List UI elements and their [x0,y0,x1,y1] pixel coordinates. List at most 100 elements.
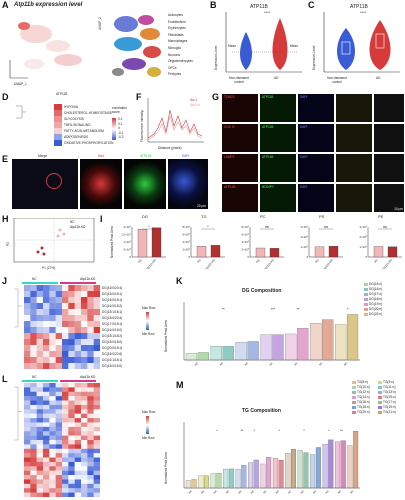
legend-item: OPCs [168,65,177,70]
legend-item: TG(12:n) [352,390,378,395]
heat-cell [55,466,63,471]
heat-cell [36,327,44,334]
heat-cell [36,448,44,454]
significance: * [148,225,150,229]
heat-cell [30,303,37,310]
panel-k: K DG Composition Normalized Peak Area NC… [162,276,405,372]
heat-cell [62,426,69,432]
group-label: NC [225,489,231,495]
heat-cell [43,345,50,352]
legend-label: TG(14:n) [357,395,370,399]
heat-cell [87,435,94,441]
heat-cell [68,333,75,340]
heat-cell [62,435,69,441]
iba1-image [80,159,122,209]
tick-label: 3×10⁵ [301,225,308,229]
group-label: NC [255,258,261,264]
scale-tick: 0.1 [118,121,123,126]
column-label: Iba1 [98,154,105,158]
heat-cell [43,470,50,476]
heat-cell [43,418,50,423]
group-bar [60,282,96,284]
panel-title: Atp11b expression level [14,2,83,8]
significance: * [279,429,281,433]
legend-swatch [378,401,382,404]
heat-cell [49,483,56,489]
heat-cell [93,309,100,316]
legend-item: Macrophages [168,39,188,44]
group-bar [22,380,58,382]
heat-cell [24,363,31,369]
legend-swatch [352,406,356,409]
tick-label: 0 [188,255,190,259]
group-label: NC [32,277,37,281]
tick-label: 8×10⁵ [242,225,249,229]
heat-cell [43,351,50,358]
heat-cell [55,431,63,436]
legend-label: DG(16:n) [369,282,383,286]
heat-cell [87,400,94,406]
bar [266,457,272,489]
heat-cell [68,297,75,304]
heat-cell [36,418,44,423]
channel-label: DAPI [300,125,308,129]
group-label: NC [237,489,243,495]
panel-e: E Merge Iba1 ATP11B DAPI 20 μm [0,154,210,212]
legend-item: TG(18:n) [352,405,378,410]
heat-cell [24,422,31,428]
bar [353,431,359,489]
heat-cell [24,357,31,364]
heat-cell [36,333,44,340]
heat-cell [55,291,63,298]
panel-l: L NC Atp11b-KD Max Row Min Row [0,374,160,500]
legend-min: Min Row [142,436,155,440]
heat-cell [43,297,50,304]
heat-cell [55,422,63,428]
heat-cell [74,479,82,485]
heat-cell [43,488,50,493]
heat-cell [30,488,37,493]
heat-cell [55,461,63,467]
heat-cell [74,488,82,493]
legend-item: DG(16:n) [364,282,382,287]
color-scale [112,118,116,140]
heat-cell [36,387,44,392]
bar-chart: 0 2×10⁵ 4×10⁵ 6×10⁵ 8×10⁵ ns NC Atp11b-KD [242,225,284,269]
heat-cell [49,413,56,419]
y-axis-label: Normalized Peak Area [164,452,168,484]
row-label: DG(18:0/18:0) [102,340,123,344]
group-label: NC [299,489,305,495]
heat-cell [87,418,94,423]
legend-item: DG(16:n) [364,287,382,292]
heat-cell [24,413,31,419]
heat-cell [24,391,31,397]
heat-cell [81,285,88,292]
heat-cell [62,492,69,497]
heat-cell [62,327,69,334]
heat-cell [62,351,69,358]
heat-cell [93,457,100,463]
heat-cell [62,466,69,471]
heat-cell [30,448,37,454]
heat-cell [74,327,82,334]
tick-label: 2×10⁵ [242,248,249,252]
heat-cell [87,396,94,401]
group-label: Atp11b-KD [80,375,96,379]
tick-label: 1×10⁵ [301,245,308,249]
heat-cell [68,321,75,328]
panel-b: B ATP11B Expression Level Mean Mean ****… [210,0,305,90]
heat-cell [30,315,37,322]
legend-item: TG(8:n) [352,380,378,385]
bar [196,246,207,258]
heat-cell [55,409,63,414]
legend-title: correlation score [112,106,127,114]
heat-cell [55,363,63,369]
bar [272,334,284,361]
heat-cell [30,431,37,436]
panel-label: M [176,380,184,390]
heat-cell [43,321,50,328]
pathway-list: HYPOXIA CHOLESTEROL-HOMEOSTASIS GLYCOLYS… [64,104,113,146]
heat-cell [68,488,75,493]
umap-y-label: UMAP_2 [98,17,102,30]
group-label: Non-diseased control [229,76,249,84]
